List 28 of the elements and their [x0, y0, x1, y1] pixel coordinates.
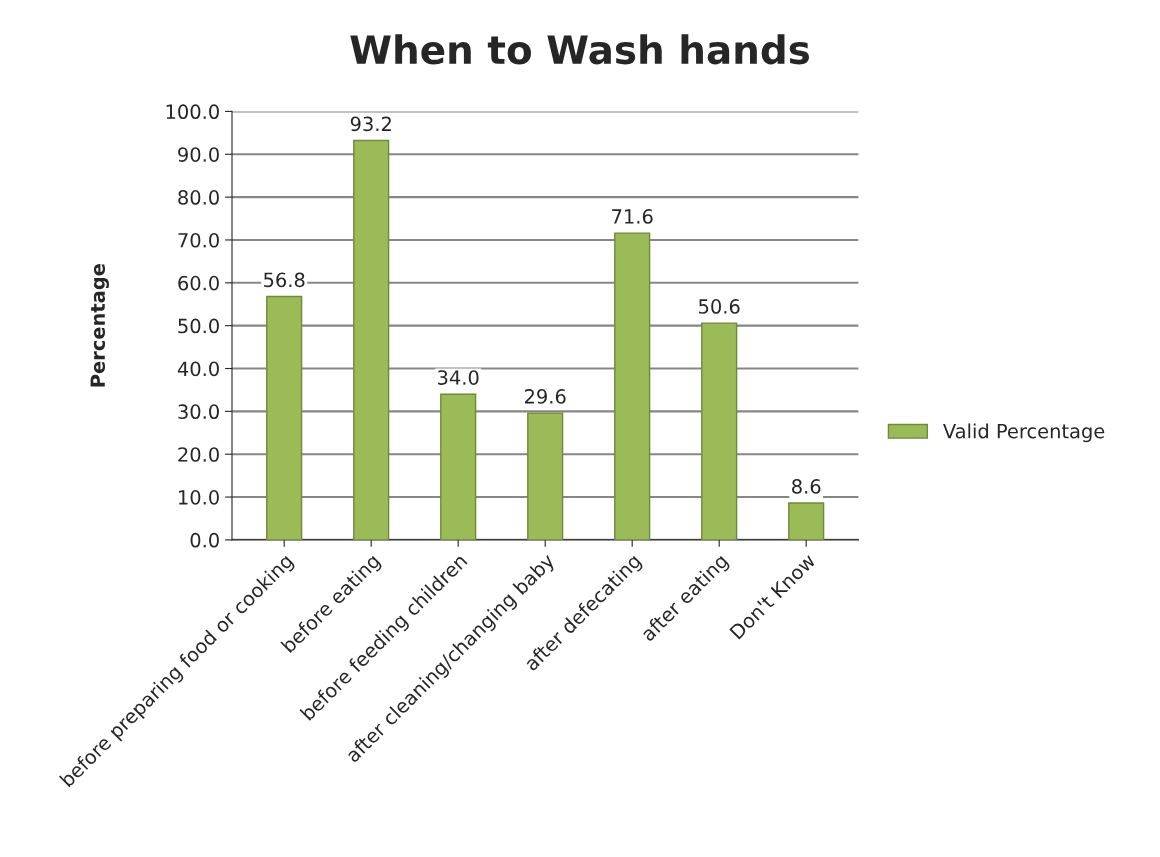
data-label: 8.6	[792, 479, 821, 494]
data-label: 56.8	[264, 272, 305, 288]
bar	[788, 502, 825, 540]
bar	[266, 295, 303, 540]
legend-label: Valid Percentage	[943, 423, 1105, 443]
data-label: 34.0	[438, 370, 479, 385]
y-tick-label: 40.0	[177, 361, 219, 377]
y-tick-label: 60.0	[178, 275, 219, 291]
bar	[701, 322, 738, 540]
data-label: 50.6	[699, 299, 740, 314]
bar	[614, 232, 651, 540]
data-label: 93.2	[350, 116, 391, 132]
chart-title: When to Wash hands	[350, 34, 810, 65]
y-tick-label: 90.0	[178, 147, 219, 162]
y-tick-label: 70.0	[178, 232, 219, 248]
bar	[527, 412, 564, 540]
data-label: 71.6	[612, 209, 653, 224]
y-tick-label: 20.0	[178, 447, 219, 462]
y-tick-label: 10.0	[179, 490, 219, 505]
bar	[353, 139, 390, 540]
y-tick-label: 50.0	[178, 318, 219, 334]
data-label: 29.6	[524, 389, 566, 404]
y-axis-title: Percentage	[90, 264, 109, 387]
y-tick-label: 80.0	[178, 190, 219, 205]
bar	[440, 393, 477, 540]
y-tick-label: 30.0	[178, 404, 219, 420]
y-tick-label: 0.0	[190, 532, 219, 548]
y-tick-label: 100.0	[166, 104, 219, 120]
